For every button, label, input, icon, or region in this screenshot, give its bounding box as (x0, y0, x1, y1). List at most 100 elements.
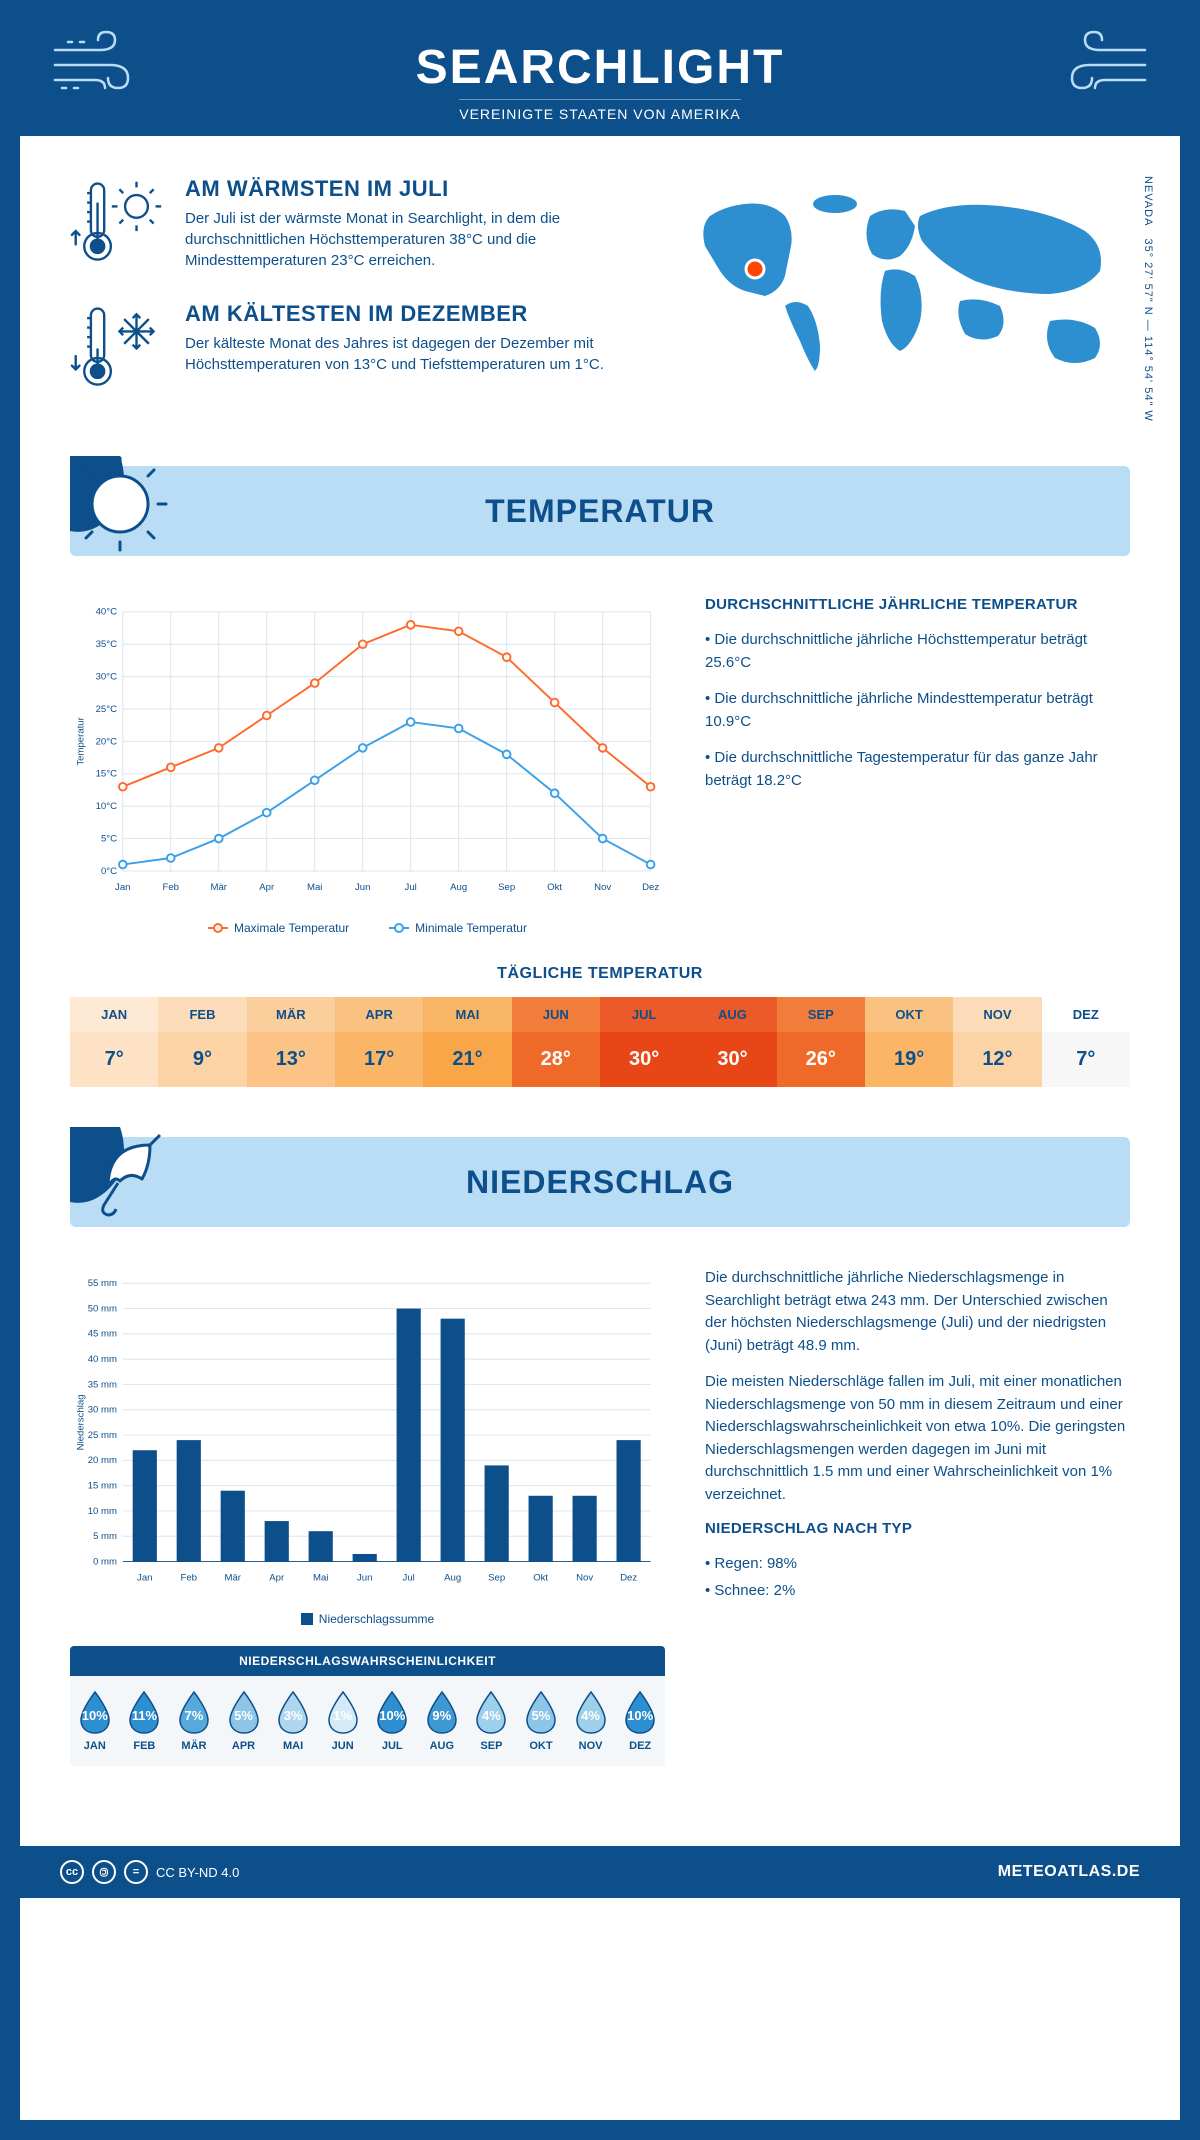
by-icon: 🄯 (92, 1860, 116, 1884)
svg-text:Nov: Nov (576, 1573, 593, 1584)
svg-text:35°C: 35°C (96, 639, 117, 650)
svg-text:Feb: Feb (163, 882, 180, 893)
svg-text:20 mm: 20 mm (88, 1455, 117, 1466)
temp-cell: FEB 9° (158, 997, 246, 1087)
temp-cell: SEP 26° (777, 997, 865, 1087)
svg-text:55 mm: 55 mm (88, 1278, 117, 1289)
page-title: SEARCHLIGHT (20, 40, 1180, 95)
precip-prob-cell: 7% MÄR (169, 1690, 219, 1752)
svg-text:40°C: 40°C (96, 607, 117, 618)
svg-text:Jun: Jun (357, 1573, 372, 1584)
location-marker (746, 260, 764, 278)
svg-text:20°C: 20°C (96, 736, 117, 747)
svg-text:45 mm: 45 mm (88, 1329, 117, 1340)
thermometer-snow-icon (70, 301, 165, 396)
warmest-text: Der Juli ist der wärmste Monat in Search… (185, 208, 650, 271)
wind-icon (1050, 30, 1150, 100)
svg-text:Mai: Mai (307, 882, 322, 893)
coldest-summary: AM KÄLTESTEN IM DEZEMBER Der kälteste Mo… (70, 301, 650, 396)
temperature-title: TEMPERATUR (485, 493, 715, 530)
svg-text:Aug: Aug (444, 1573, 461, 1584)
legend-min: .legend-item:nth-child(2) .legend-swatch… (389, 921, 527, 935)
precip-chart: 0 mm5 mm10 mm15 mm20 mm25 mm30 mm35 mm40… (70, 1267, 665, 1766)
coordinates: NEVADA 35° 27' 57" N — 114° 54' 54" W (1142, 176, 1154, 422)
precip-prob-cell: 11% FEB (120, 1690, 170, 1752)
svg-text:0 mm: 0 mm (93, 1556, 117, 1567)
footer: cc 🄯 = CC BY-ND 4.0 METEOATLAS.DE (20, 1846, 1180, 1898)
precip-banner: NIEDERSCHLAG (70, 1137, 1130, 1227)
legend-precip: Niederschlagssumme (301, 1612, 434, 1626)
svg-text:Jan: Jan (137, 1573, 152, 1584)
precip-title: NIEDERSCHLAG (466, 1164, 734, 1201)
svg-text:Sep: Sep (488, 1573, 505, 1584)
warmest-summary: AM WÄRMSTEN IM JULI Der Juli ist der wär… (70, 176, 650, 271)
precip-prob-cell: 5% APR (219, 1690, 269, 1752)
precip-prob-cell: 10% JAN (70, 1690, 120, 1752)
precip-prob-cell: 1% JUN (318, 1690, 368, 1752)
daily-temp-table: JAN 7° FEB 9° MÄR 13° APR 17° MAI 21° JU… (70, 997, 1130, 1087)
temperature-banner: TEMPERATUR (70, 466, 1130, 556)
header: SEARCHLIGHT VEREINIGTE STAATEN VON AMERI… (20, 20, 1180, 136)
temp-cell: OKT 19° (865, 997, 953, 1087)
legend-max: .legend-item:nth-child(1) .legend-swatch… (208, 921, 349, 935)
svg-text:25°C: 25°C (96, 704, 117, 715)
temp-cell: MÄR 13° (247, 997, 335, 1087)
coldest-title: AM KÄLTESTEN IM DEZEMBER (185, 301, 650, 327)
precip-prob-cell: 5% OKT (516, 1690, 566, 1752)
precip-prob-cell: 3% MAI (268, 1690, 318, 1752)
svg-text:Feb: Feb (181, 1573, 198, 1584)
svg-text:Jul: Jul (403, 1573, 415, 1584)
temp-cell: DEZ 7° (1042, 997, 1130, 1087)
svg-text:0°C: 0°C (101, 866, 117, 877)
svg-text:10 mm: 10 mm (88, 1506, 117, 1517)
svg-text:Mär: Mär (211, 882, 228, 893)
sun-icon (70, 456, 190, 566)
precip-prob-cell: 10% DEZ (615, 1690, 665, 1752)
precip-prob-cell: 10% JUL (367, 1690, 417, 1752)
page-subtitle: VEREINIGTE STAATEN VON AMERIKA (459, 99, 741, 122)
brand-text: METEOATLAS.DE (998, 1863, 1140, 1881)
precip-prob-cell: 9% AUG (417, 1690, 467, 1752)
svg-text:Apr: Apr (259, 882, 275, 893)
nd-icon: = (124, 1860, 148, 1884)
wind-icon (50, 30, 150, 100)
svg-text:Okt: Okt (547, 882, 562, 893)
svg-text:30 mm: 30 mm (88, 1405, 117, 1416)
svg-text:50 mm: 50 mm (88, 1303, 117, 1314)
thermometer-sun-icon (70, 176, 165, 271)
svg-text:Okt: Okt (533, 1573, 548, 1584)
svg-text:15 mm: 15 mm (88, 1481, 117, 1492)
coldest-text: Der kälteste Monat des Jahres ist dagege… (185, 333, 650, 375)
svg-text:Dez: Dez (642, 882, 659, 893)
svg-text:Jan: Jan (115, 882, 130, 893)
svg-text:Aug: Aug (450, 882, 467, 893)
warmest-title: AM WÄRMSTEN IM JULI (185, 176, 650, 202)
svg-text:Niederschlag: Niederschlag (75, 1394, 86, 1450)
daily-temp-heading: TÄGLICHE TEMPERATUR (70, 965, 1130, 983)
svg-text:Jun: Jun (355, 882, 370, 893)
temp-cell: AUG 30° (688, 997, 776, 1087)
precip-description: Die durchschnittliche jährliche Niedersc… (705, 1267, 1130, 1766)
license-text: CC BY-ND 4.0 (156, 1865, 239, 1880)
world-map: NEVADA 35° 27' 57" N — 114° 54' 54" W (690, 176, 1130, 426)
temp-cell: APR 17° (335, 997, 423, 1087)
temp-cell: NOV 12° (953, 997, 1041, 1087)
svg-text:Apr: Apr (269, 1573, 285, 1584)
temp-cell: JUN 28° (512, 997, 600, 1087)
svg-text:25 mm: 25 mm (88, 1430, 117, 1441)
temp-cell: JUL 30° (600, 997, 688, 1087)
svg-text:5 mm: 5 mm (93, 1531, 117, 1542)
svg-text:10°C: 10°C (96, 801, 117, 812)
precip-prob-cell: 4% SEP (467, 1690, 517, 1752)
svg-text:Mär: Mär (224, 1573, 241, 1584)
cc-icon: cc (60, 1860, 84, 1884)
temperature-chart: 0°C5°C10°C15°C20°C25°C30°C35°C40°CJanFeb… (70, 596, 665, 935)
svg-text:Sep: Sep (498, 882, 515, 893)
svg-text:5°C: 5°C (101, 833, 117, 844)
temperature-description: DURCHSCHNITTLICHE JÄHRLICHE TEMPERATUR •… (705, 596, 1130, 935)
svg-text:Mai: Mai (313, 1573, 328, 1584)
svg-text:35 mm: 35 mm (88, 1379, 117, 1390)
temp-cell: MAI 21° (423, 997, 511, 1087)
temp-cell: JAN 7° (70, 997, 158, 1087)
svg-text:Temperatur: Temperatur (75, 716, 86, 765)
